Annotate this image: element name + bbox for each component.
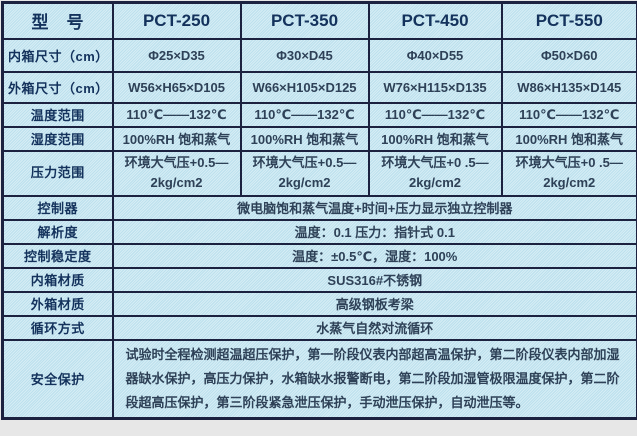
row-control-stability: 控制稳定度 温度：±0.5℃，湿度：100%: [3, 244, 637, 268]
spec-cell: Φ40×D55: [369, 39, 502, 72]
spec-cell: Φ25×D35: [113, 39, 241, 72]
model-header-pct-450: PCT-450: [369, 3, 502, 39]
spec-cell: W56×H65×D105: [113, 72, 241, 103]
spec-cell: Φ30×D45: [241, 39, 369, 72]
span-value-circulation-mode: 水蒸气自然对流循环: [113, 316, 637, 340]
spec-cell: 100%RH 饱和蒸气: [241, 127, 369, 151]
row-controller: 控制器 微电脑饱和蒸气温度+时间+压力显示独立控制器: [3, 196, 637, 220]
spec-cell: 环境大气压+0 .5—2kg/cm2: [369, 151, 502, 196]
spec-cell: W66×H105×D125: [241, 72, 369, 103]
spec-cell: 100%RH 饱和蒸气: [369, 127, 502, 151]
row-label-controller: 控制器: [3, 196, 113, 220]
spec-cell: 110℃——132℃: [502, 103, 637, 127]
spec-cell: 环境大气压+0.5—2kg/cm2: [113, 151, 241, 196]
span-value-safety-protection: 试验时全程检测超温超压保护，第一阶段仪表内部超高温保护，第二阶段仪表内部加湿器缺…: [113, 340, 637, 419]
row-label-outer-box-material: 外箱材质: [3, 292, 113, 316]
spec-cell: 110℃——132℃: [113, 103, 241, 127]
span-value-outer-box-material: 高级钢板考梁: [113, 292, 637, 316]
header-row: 型 号 PCT-250 PCT-350 PCT-450 PCT-550: [3, 3, 637, 39]
spec-cell: W86×H135×D145: [502, 72, 637, 103]
row-circulation-mode: 循环方式 水蒸气自然对流循环: [3, 316, 637, 340]
row-safety-protection: 安全保护 试验时全程检测超温超压保护，第一阶段仪表内部超高温保护，第二阶段仪表内…: [3, 340, 637, 419]
row-label-resolution: 解析度: [3, 220, 113, 244]
span-value-controller: 微电脑饱和蒸气温度+时间+压力显示独立控制器: [113, 196, 637, 220]
model-row-label: 型 号: [3, 3, 113, 39]
row-label-pressure-range: 压力范围: [3, 151, 113, 196]
row-label-safety-protection: 安全保护: [3, 340, 113, 419]
span-value-control-stability: 温度：±0.5℃，湿度：100%: [113, 244, 637, 268]
spec-cell: 环境大气压+0 .5—2kg/cm2: [502, 151, 637, 196]
row-outer-box-material: 外箱材质 高级钢板考梁: [3, 292, 637, 316]
spec-cell: 环境大气压+0.5—2kg/cm2: [241, 151, 369, 196]
row-pressure-range: 压力范围 环境大气压+0.5—2kg/cm2 环境大气压+0.5—2kg/cm2…: [3, 151, 637, 196]
model-header-pct-350: PCT-350: [241, 3, 369, 39]
spec-cell: Φ50×D60: [502, 39, 637, 72]
spec-cell: 100%RH 饱和蒸气: [113, 127, 241, 151]
model-header-pct-250: PCT-250: [113, 3, 241, 39]
row-humidity-range: 湿度范围 100%RH 饱和蒸气 100%RH 饱和蒸气 100%RH 饱和蒸气…: [3, 127, 637, 151]
row-outer-box-size: 外箱尺寸（cm） W56×H65×D105 W66×H105×D125 W76×…: [3, 72, 637, 103]
row-temperature-range: 温度范围 110℃——132℃ 110℃——132℃ 110℃——132℃ 11…: [3, 103, 637, 127]
row-label-outer-box-size: 外箱尺寸（cm）: [3, 72, 113, 103]
row-label-inner-box-size: 内箱尺寸（cm）: [3, 39, 113, 72]
product-spec-table: 型 号 PCT-250 PCT-350 PCT-450 PCT-550 内箱尺寸…: [1, 1, 637, 420]
span-value-resolution: 温度：0.1 压力：指针式 0.1: [113, 220, 637, 244]
span-value-inner-box-material: SUS316#不锈钢: [113, 268, 637, 292]
spec-cell: 100%RH 饱和蒸气: [502, 127, 637, 151]
spec-cell: W76×H115×D135: [369, 72, 502, 103]
row-inner-box-size: 内箱尺寸（cm） Φ25×D35 Φ30×D45 Φ40×D55 Φ50×D60: [3, 39, 637, 72]
spec-cell: 110℃——132℃: [241, 103, 369, 127]
model-header-pct-550: PCT-550: [502, 3, 637, 39]
row-inner-box-material: 内箱材质 SUS316#不锈钢: [3, 268, 637, 292]
row-label-inner-box-material: 内箱材质: [3, 268, 113, 292]
row-label-temperature-range: 温度范围: [3, 103, 113, 127]
row-label-circulation-mode: 循环方式: [3, 316, 113, 340]
row-label-humidity-range: 湿度范围: [3, 127, 113, 151]
row-label-control-stability: 控制稳定度: [3, 244, 113, 268]
spec-cell: 110℃——132℃: [369, 103, 502, 127]
row-resolution: 解析度 温度：0.1 压力：指针式 0.1: [3, 220, 637, 244]
